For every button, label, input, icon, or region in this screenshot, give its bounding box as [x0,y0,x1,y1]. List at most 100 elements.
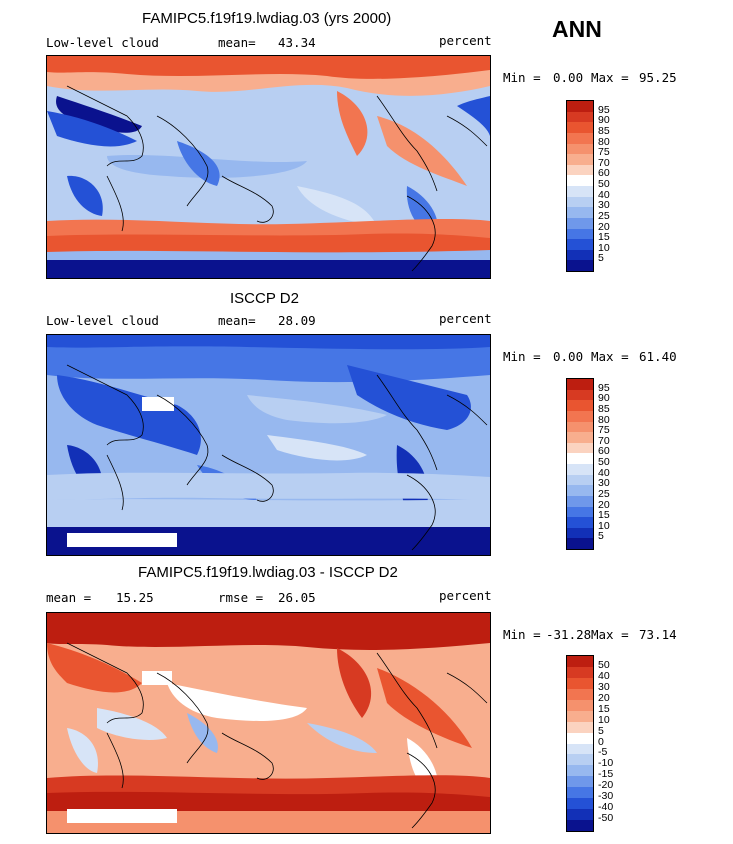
colorbar-tick-label: 15 [598,702,610,715]
panel1-min-label: Min = [503,70,541,85]
colorbar-tick-label: 95 [598,381,610,394]
panel1-mean-label: mean= [218,35,256,50]
panel1-mean-value: 43.34 [278,35,316,50]
colorbar-tick-label: 30 [598,477,610,490]
colorbar-tick-label: 5 [598,724,604,737]
colorbar-tick-label: 80 [598,135,610,148]
colorbar-segment [567,474,593,486]
panel3-min-value: -31.28 [546,627,592,642]
panel3-rmse-label: rmse = [218,590,264,605]
panel2-title: ISCCP D2 [230,290,299,307]
panel3-rmse-value: 26.05 [278,590,316,605]
panel3-map-svg [47,613,490,833]
colorbar-tick-label: 50 [598,658,610,671]
colorbar-segment [567,154,593,165]
colorbar-tick-label: 30 [598,680,610,693]
colorbar-segment [567,143,593,155]
colorbar-segment [567,721,593,733]
panel1-min-value: 0.00 [553,70,584,85]
colorbar-tick-label: 90 [598,114,610,127]
panel2-units: percent [439,311,492,326]
panel3-min-label: Min = [503,627,541,642]
panel2-map [46,334,491,556]
colorbar-segment [567,710,593,722]
colorbar-segment [567,754,593,766]
colorbar-segment [567,677,593,689]
colorbar-segment [567,527,593,539]
colorbar-segment [567,776,593,788]
colorbar-tick-label: 0 [598,735,604,748]
panel3-title: FAMIPC5.f19f19.lwdiag.03 - ISCCP D2 [138,564,398,581]
colorbar-tick-label: 20 [598,691,610,704]
colorbar-tick-label: 60 [598,445,610,458]
panel3-map [46,612,491,834]
colorbar-segment [567,217,593,229]
colorbar-tick-label: 25 [598,487,610,500]
colorbar-tick-label: 5 [598,252,604,265]
colorbar-segment [567,495,593,507]
panel3-units: percent [439,588,492,603]
colorbar-segment [567,765,593,777]
colorbar-segment [567,506,593,518]
colorbar-tick-label: 70 [598,434,610,447]
colorbar-segment [567,410,593,422]
colorbar-segment [567,453,593,464]
colorbar-tick-label: -10 [598,757,614,770]
panel2-max-value: 61.40 [639,349,677,364]
panel1-colorbar [566,100,594,272]
colorbar-tick-label: 25 [598,209,610,222]
panel2-max-label: Max = [591,349,629,364]
colorbar-segment [567,101,593,112]
colorbar-tick-label: 50 [598,456,610,468]
colorbar-segment [567,164,593,176]
panel3-mean-value: 15.25 [116,590,154,605]
colorbar-segment [567,798,593,810]
colorbar-segment [567,787,593,799]
panel3-colorbar [566,655,594,832]
colorbar-segment [567,517,593,528]
colorbar-segment [567,239,593,250]
colorbar-tick-label: 40 [598,188,610,201]
colorbar-tick-label: 20 [598,498,610,511]
colorbar-segment [567,656,593,667]
colorbar-segment [567,260,593,271]
colorbar-segment [567,442,593,454]
colorbar-tick-label: 20 [598,220,610,233]
colorbar-segment [567,538,593,549]
colorbar-segment [567,111,593,123]
colorbar-tick-label: 90 [598,392,610,405]
colorbar-tick-label: 70 [598,156,610,169]
colorbar-segment [567,122,593,133]
colorbar-tick-label: 10 [598,241,610,254]
colorbar-segment [567,666,593,678]
panel2-variable-label: Low-level cloud [46,313,159,328]
colorbar-tick-label: 15 [598,509,610,522]
colorbar-tick-label: 10 [598,519,610,532]
colorbar-tick-label: -50 [598,812,614,825]
panel1-units: percent [439,33,492,48]
colorbar-segment [567,699,593,711]
panel1-max-label: Max = [591,70,629,85]
panel1-map-svg [47,56,490,278]
panel2-min-value: 0.00 [553,349,584,364]
panel3-max-value: 73.14 [639,627,677,642]
colorbar-segment [567,228,593,240]
colorbar-tick-label: -5 [598,746,608,759]
colorbar-tick-label: 85 [598,124,610,137]
colorbar-segment [567,688,593,700]
colorbar-segment [567,379,593,390]
colorbar-tick-label: 30 [598,199,610,212]
colorbar-tick-label: 75 [598,424,610,437]
colorbar-segment [567,743,593,755]
panel1-map [46,55,491,279]
panel2-map-svg [47,335,490,555]
colorbar-tick-label: -15 [598,768,614,781]
panel2-mean-value: 28.09 [278,313,316,328]
colorbar-segment [567,421,593,433]
colorbar-segment [567,464,593,475]
colorbar-segment [567,249,593,261]
colorbar-tick-label: 75 [598,146,610,159]
colorbar-segment [567,432,593,443]
colorbar-segment [567,207,593,218]
colorbar-segment [567,732,593,744]
